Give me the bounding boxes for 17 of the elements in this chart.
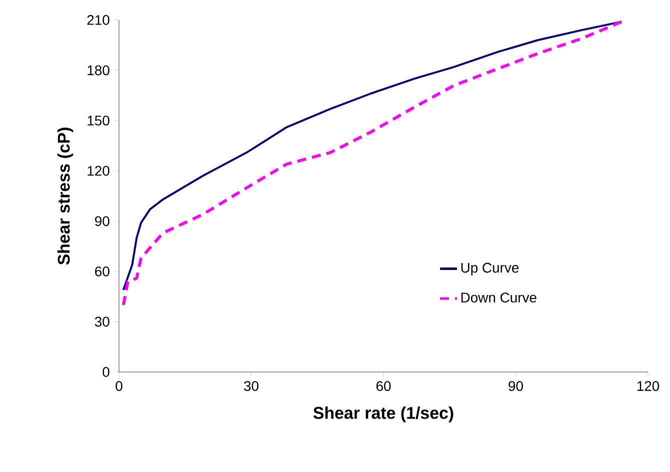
- y-tick-label: 60: [95, 266, 110, 276]
- legend-label: Down Curve: [461, 292, 536, 303]
- x-tick-label: 120: [637, 381, 660, 391]
- x-tick-label: 30: [244, 381, 258, 391]
- legend-label: Up Curve: [461, 262, 519, 276]
- x-tick-label: 60: [376, 381, 391, 391]
- y-tick-label: 180: [88, 65, 110, 76]
- y-tick-label: 90: [95, 216, 110, 226]
- y-tick-label: 0: [102, 367, 110, 377]
- x-tick-label: 0: [116, 381, 122, 391]
- x-axis-title: Shear rate (1/sec): [313, 406, 454, 422]
- y-axis-title: Shear stress (cP): [57, 128, 74, 265]
- y-tick-label: 30: [94, 316, 110, 327]
- y-tick-label: 120: [88, 166, 110, 176]
- y-tick-label: 150: [88, 116, 110, 126]
- x-tick-label: 90: [508, 381, 523, 391]
- y-tick-label: 210: [87, 15, 110, 25]
